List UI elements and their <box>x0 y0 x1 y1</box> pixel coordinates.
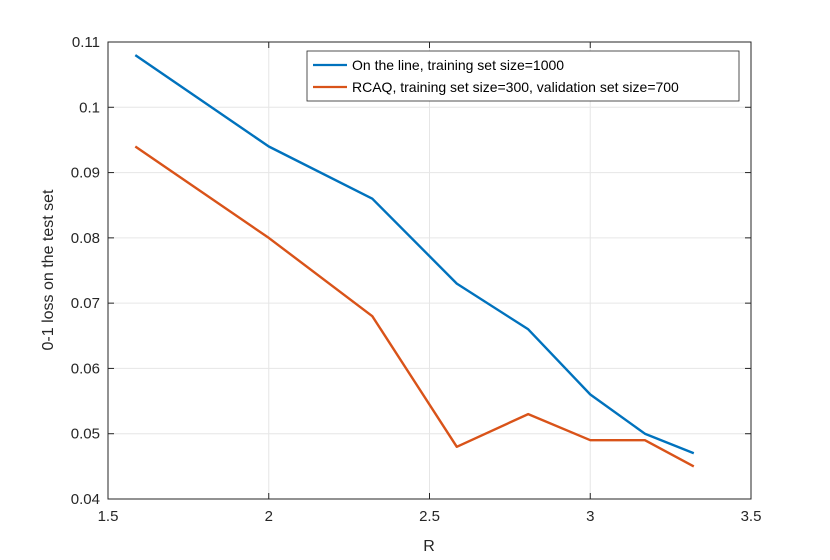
y-tick-label: 0.09 <box>71 165 100 182</box>
x-tick-label: 2 <box>265 508 273 525</box>
series-lines <box>134 54 695 468</box>
series-line-1 <box>134 54 695 455</box>
x-tick-label: 1.5 <box>98 508 119 525</box>
y-tick-label: 0.05 <box>71 426 100 443</box>
y-tick-label: 0.1 <box>79 99 100 116</box>
x-axis-label: R <box>423 538 435 555</box>
legend-box <box>306 50 740 102</box>
x-tick-label: 3 <box>586 508 594 525</box>
x-tick-label: 2.5 <box>419 508 440 525</box>
series-line-2 <box>134 145 695 468</box>
grid-lines <box>107 41 752 500</box>
y-tick-label: 0.07 <box>71 295 100 312</box>
y-tick-label: 0.04 <box>71 491 100 508</box>
y-tick-label: 0.06 <box>71 360 100 377</box>
legend-label-series-1: On the line, training set size=1000 <box>352 57 564 73</box>
y-tick-label: 0.08 <box>71 230 100 247</box>
x-tick-label: 3.5 <box>741 508 762 525</box>
y-axis-label: 0-1 loss on the test set <box>40 189 57 351</box>
legend-label-series-2: RCAQ, training set size=300, validation … <box>352 79 679 95</box>
y-tick-label: 0.11 <box>72 34 100 51</box>
axis-ticks: 1.5 2 2.5 3 3.5 0.04 0.05 0.06 0.07 0.08 0.09 0.1 0.… <box>71 34 762 525</box>
legend: On the line, training set size=1000 RCAQ… <box>306 50 740 102</box>
